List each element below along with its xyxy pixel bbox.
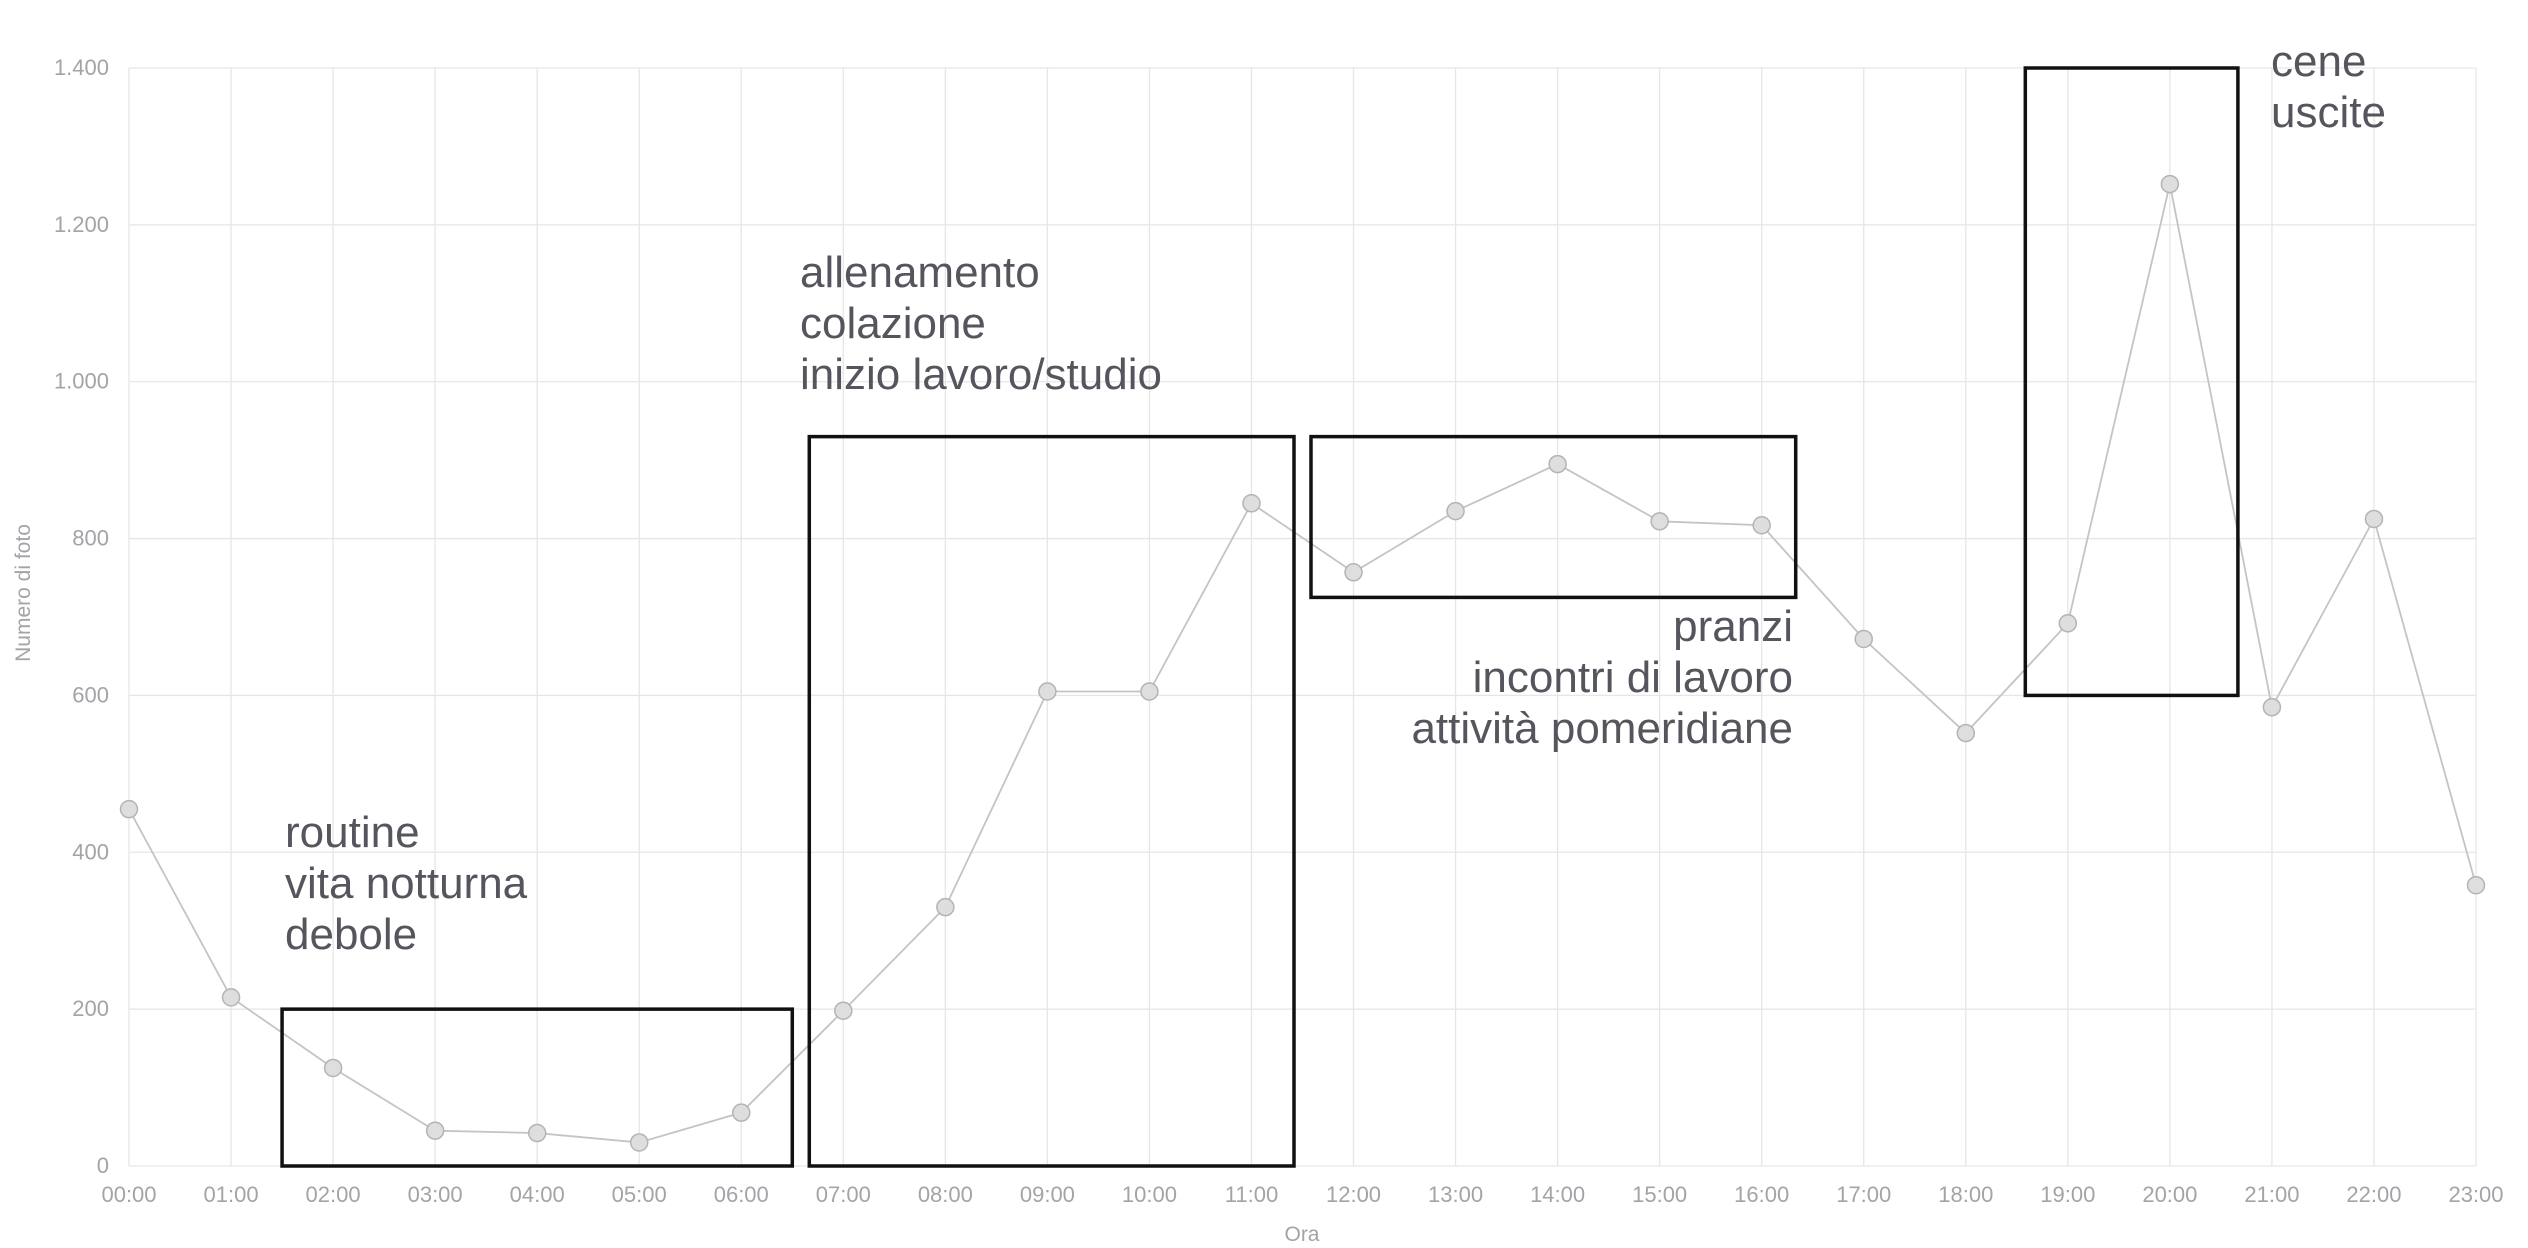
annotation-label: vita notturna (285, 859, 528, 908)
y-tick-label: 0 (97, 1153, 109, 1178)
x-axis-title: Ora (1284, 1223, 1319, 1246)
annotation-label: pranzi (1673, 602, 1793, 651)
x-tick-label: 17:00 (1836, 1182, 1891, 1207)
data-point (936, 897, 955, 917)
y-tick-label: 400 (72, 839, 109, 864)
data-point (2160, 174, 2180, 194)
data-point (2364, 509, 2384, 529)
data-point (1752, 515, 1771, 535)
x-tick-label: 07:00 (816, 1182, 871, 1207)
annotation-box-evening (2023, 66, 2240, 698)
x-axis-ticks: 00:00 01:00 02:00 03:00 04:00 05:00 06:00 07:00… (101, 1182, 2503, 1207)
y-tick-label: 1.000 (54, 369, 109, 394)
annotation-label: routine (285, 808, 420, 857)
annotation-label: colazione (800, 299, 986, 348)
y-tick-label: 600 (72, 682, 109, 707)
data-point (1140, 682, 1159, 701)
data-point (629, 1133, 649, 1152)
x-tick-label: 12:00 (1326, 1182, 1381, 1207)
data-point (1854, 629, 1873, 649)
data-point (2058, 614, 2078, 633)
y-tick-label: 1.400 (54, 55, 109, 80)
data-point (2262, 697, 2282, 717)
x-tick-label: 02:00 (306, 1182, 361, 1207)
series-path (128, 183, 2477, 1144)
annotation-label: incontri di lavoro (1473, 653, 1793, 702)
x-tick-label: 04:00 (510, 1182, 565, 1207)
annotation-box-afternoon (1309, 434, 1798, 600)
y-tick-label: 800 (72, 526, 109, 551)
data-point (323, 1058, 343, 1078)
data-point (1956, 723, 1976, 743)
annotation-label: cene (2271, 37, 2366, 86)
x-tick-label: 00:00 (101, 1182, 156, 1207)
data-point (1242, 494, 1261, 513)
annotation-box-morning (807, 434, 1296, 1168)
data-point (1650, 512, 1669, 531)
x-tick-label: 13:00 (1428, 1182, 1483, 1207)
data-point (1548, 454, 1567, 474)
data-point (1344, 563, 1363, 582)
data-point (834, 1001, 853, 1020)
annotation-label: inizio lavoro/studio (800, 350, 1162, 399)
annotation-box-night (280, 1007, 795, 1168)
data-point (119, 799, 139, 819)
y-axis-title: Numero di foto (12, 524, 35, 662)
series-line (119, 174, 2486, 1152)
x-tick-label: 15:00 (1632, 1182, 1687, 1207)
y-axis-ticks: 0 200 400 600 800 1.000 1.200 1.400 (54, 55, 109, 1178)
y-tick-label: 1.200 (54, 212, 109, 237)
x-tick-label: 22:00 (2346, 1182, 2401, 1207)
y-tick-label: 200 (72, 996, 109, 1021)
x-tick-label: 23:00 (2448, 1182, 2503, 1207)
x-tick-label: 01:00 (204, 1182, 259, 1207)
data-point (2466, 875, 2486, 895)
x-tick-label: 10:00 (1122, 1182, 1177, 1207)
x-tick-label: 11:00 (1225, 1182, 1278, 1207)
data-point (1038, 682, 1057, 701)
annotation-label: debole (285, 910, 417, 959)
x-tick-label: 21:00 (2244, 1182, 2299, 1207)
data-point (527, 1123, 547, 1143)
x-tick-label: 06:00 (714, 1182, 769, 1207)
x-tick-label: 16:00 (1734, 1182, 1789, 1207)
x-tick-label: 05:00 (612, 1182, 667, 1207)
data-point (221, 988, 241, 1007)
data-point (732, 1103, 751, 1122)
x-tick-label: 09:00 (1020, 1182, 1075, 1207)
x-tick-label: 19:00 (2040, 1182, 2095, 1207)
x-tick-label: 08:00 (918, 1182, 973, 1207)
data-point (1446, 501, 1465, 521)
annotation-label: attività pomeridiane (1411, 704, 1793, 753)
x-tick-label: 14:00 (1530, 1182, 1585, 1207)
annotation-label: uscite (2271, 88, 2386, 137)
annotation-label: allenamento (800, 248, 1040, 297)
x-tick-label: 03:00 (408, 1182, 463, 1207)
x-tick-label: 20:00 (2142, 1182, 2197, 1207)
x-tick-label: 18:00 (1938, 1182, 1993, 1207)
grid (128, 67, 2477, 1167)
data-point (425, 1121, 445, 1140)
